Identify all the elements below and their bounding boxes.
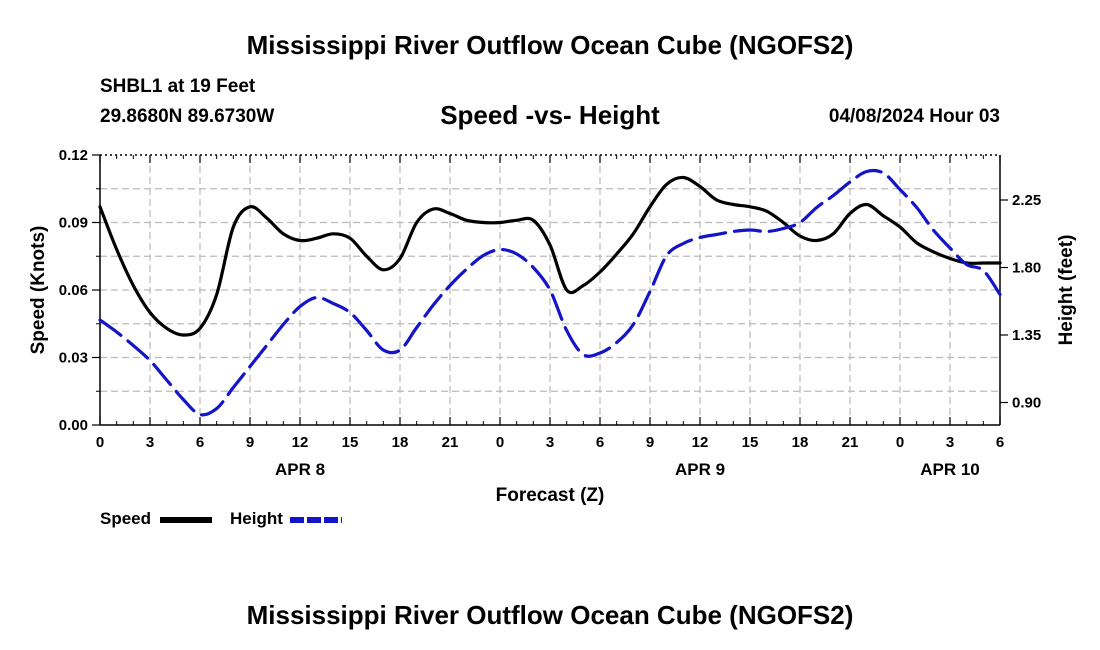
x-tick-label: 0 xyxy=(496,434,504,451)
station-label: SHBL1 at 19 Feet xyxy=(100,76,256,97)
x-tick-label: 3 xyxy=(946,434,954,451)
x-axis-title: Forecast (Z) xyxy=(496,485,605,506)
x-tick-label: 15 xyxy=(742,434,759,451)
y2-tick-label: 2.25 xyxy=(1012,192,1041,209)
x-tick-label: 6 xyxy=(596,434,604,451)
y-tick-label: 0.12 xyxy=(59,147,88,164)
speed-series-line xyxy=(98,175,1002,337)
x-tick-label: 12 xyxy=(692,434,709,451)
x-tick-label: 15 xyxy=(342,434,359,451)
x-tick-label: 9 xyxy=(246,434,254,451)
legend-speed-label: Speed xyxy=(100,509,152,528)
x-day-label: APR 8 xyxy=(275,460,325,479)
y-tick-label: 0.06 xyxy=(59,282,88,299)
x-tick-label: 18 xyxy=(792,434,809,451)
x-tick-label: 21 xyxy=(442,434,459,451)
y2-tick-label: 0.90 xyxy=(1012,395,1041,412)
y-tick-label: 0.09 xyxy=(59,215,88,232)
y2-axis-title: Height (feet) xyxy=(1056,235,1077,346)
chart-footer-title: Mississippi River Outflow Ocean Cube (NG… xyxy=(246,600,854,630)
chart-main-title: Mississippi River Outflow Ocean Cube (NG… xyxy=(246,30,854,60)
forecast-date-label: 04/08/2024 Hour 03 xyxy=(828,106,1000,127)
x-day-label: APR 10 xyxy=(920,460,980,479)
y2-tick-label: 1.35 xyxy=(1012,327,1041,344)
height-series-line xyxy=(98,168,1002,417)
x-tick-label: 6 xyxy=(196,434,204,451)
x-tick-label: 3 xyxy=(146,434,154,451)
x-tick-label: 21 xyxy=(842,434,859,451)
x-tick-label: 9 xyxy=(646,434,654,451)
x-tick-label: 3 xyxy=(546,434,554,451)
y-tick-label: 0.03 xyxy=(59,350,88,367)
y2-tick-label: 1.80 xyxy=(1012,260,1041,277)
legend-height-label: Height xyxy=(230,509,283,528)
chart-subtitle: Speed -vs- Height xyxy=(440,100,660,130)
x-tick-label: 6 xyxy=(996,434,1004,451)
y-axis-title: Speed (Knots) xyxy=(28,226,49,355)
x-tick-label: 0 xyxy=(96,434,104,451)
coordinates-label: 29.8680N 89.6730W xyxy=(100,106,275,127)
x-tick-label: 12 xyxy=(292,434,309,451)
y-tick-label: 0.00 xyxy=(59,417,88,434)
x-tick-label: 0 xyxy=(896,434,904,451)
x-day-label: APR 9 xyxy=(675,460,725,479)
x-tick-label: 18 xyxy=(392,434,409,451)
